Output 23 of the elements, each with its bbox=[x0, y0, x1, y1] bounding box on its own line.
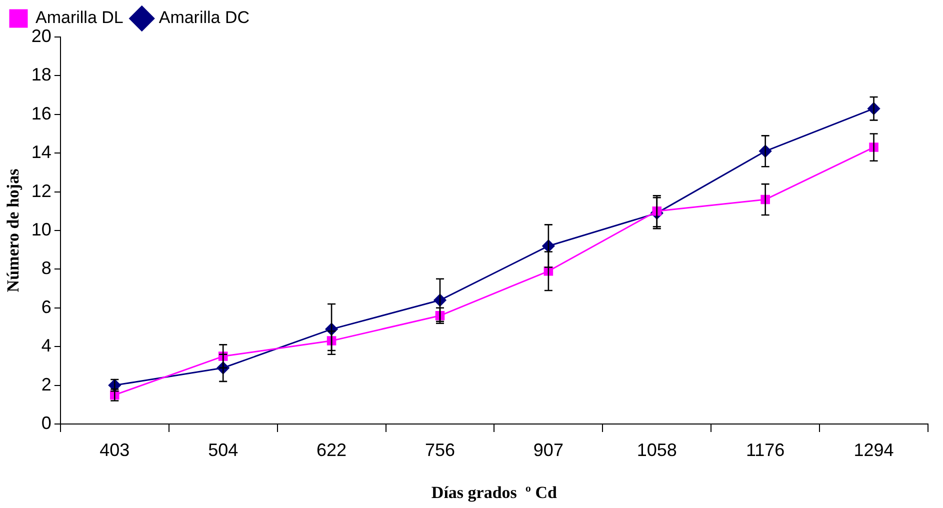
x-tick-label: 907 bbox=[533, 440, 564, 460]
y-tick-label: 2 bbox=[41, 374, 52, 394]
x-tick-label: 1058 bbox=[636, 440, 677, 460]
legend-label: Amarilla DC bbox=[158, 8, 250, 28]
y-tick-label: 14 bbox=[31, 142, 52, 162]
y-tick-label: 8 bbox=[41, 258, 52, 278]
legend-label: Amarilla DL bbox=[36, 8, 124, 28]
x-tick-label: 1176 bbox=[746, 440, 785, 460]
x-tick-label: 1294 bbox=[854, 440, 894, 460]
y-tick-label: 6 bbox=[41, 296, 52, 317]
y-tick-label: 10 bbox=[31, 219, 52, 240]
x-tick-label: 756 bbox=[424, 440, 456, 460]
y-tick-label: 0 bbox=[41, 412, 52, 433]
x-axis-title: Días grados º Cd bbox=[431, 483, 558, 502]
x-tick-label: 403 bbox=[100, 440, 130, 460]
x-tick-label: 504 bbox=[208, 440, 238, 460]
y-tick-label: 16 bbox=[31, 103, 52, 124]
y-tick-label: 18 bbox=[31, 64, 52, 85]
x-tick-label: 622 bbox=[316, 440, 347, 460]
y-tick-label: 20 bbox=[31, 26, 52, 46]
y-tick-label: 4 bbox=[41, 336, 52, 356]
y-axis-title: Número de hojas bbox=[4, 168, 23, 292]
y-tick-label: 12 bbox=[31, 180, 52, 201]
